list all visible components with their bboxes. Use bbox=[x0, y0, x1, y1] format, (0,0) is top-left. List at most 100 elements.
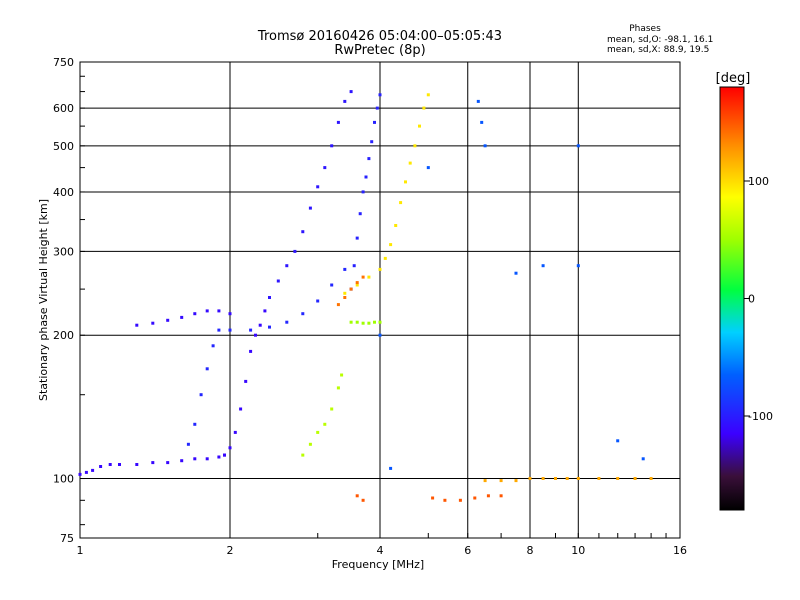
data-point bbox=[135, 463, 139, 466]
data-point bbox=[268, 325, 271, 329]
data-point bbox=[370, 140, 374, 144]
x-tick-label: 10 bbox=[571, 544, 585, 557]
colorbar-unit-label: [deg] bbox=[716, 71, 751, 86]
data-point bbox=[378, 93, 382, 97]
colorbar-tick-label: 0 bbox=[748, 293, 755, 306]
data-point bbox=[228, 312, 232, 316]
data-point bbox=[649, 477, 653, 480]
data-point bbox=[375, 106, 379, 110]
data-point bbox=[301, 230, 305, 234]
trace-f2-trace-o bbox=[268, 90, 353, 299]
data-point bbox=[151, 321, 155, 325]
data-point bbox=[404, 180, 407, 184]
data-point bbox=[276, 279, 280, 283]
data-point bbox=[91, 468, 95, 472]
grid-lines bbox=[80, 62, 680, 538]
data-point bbox=[499, 494, 503, 498]
data-point bbox=[367, 275, 371, 279]
data-point bbox=[205, 367, 209, 371]
data-point bbox=[349, 320, 353, 324]
x-tick-label: 2 bbox=[227, 544, 234, 557]
data-point bbox=[458, 498, 462, 502]
data-point bbox=[361, 498, 365, 502]
data-point bbox=[343, 296, 347, 299]
data-point bbox=[249, 349, 253, 353]
trace-e-echo-100 bbox=[483, 477, 653, 483]
y-tick-label: 300 bbox=[53, 245, 74, 258]
data-point bbox=[483, 479, 487, 483]
data-point bbox=[576, 477, 580, 480]
trace-e-layer-o bbox=[78, 453, 226, 476]
data-point bbox=[483, 144, 487, 148]
data-point bbox=[217, 328, 221, 332]
data-point bbox=[166, 318, 170, 322]
y-tick-label: 100 bbox=[53, 473, 74, 486]
data-point bbox=[340, 373, 344, 377]
data-point bbox=[364, 175, 368, 179]
phases-heading: Phases bbox=[629, 24, 661, 34]
colorbar-tick-label: -100 bbox=[748, 410, 773, 423]
data-point bbox=[336, 386, 340, 390]
data-point bbox=[422, 106, 426, 110]
data-point bbox=[323, 166, 327, 170]
x-axis-ticks: 1 2 4 6 8 10 16 bbox=[77, 533, 687, 557]
data-point bbox=[228, 446, 232, 450]
data-point bbox=[316, 430, 320, 434]
data-point bbox=[239, 407, 243, 411]
data-point bbox=[193, 312, 197, 316]
data-point bbox=[355, 281, 359, 285]
data-point bbox=[352, 264, 356, 268]
y-tick-label: 600 bbox=[53, 102, 74, 115]
data-point bbox=[367, 157, 371, 161]
chart-title: Tromsø 20160426 05:04:00–05:05:43 bbox=[257, 29, 502, 44]
trace-low-echoes-90 bbox=[355, 494, 503, 502]
data-point bbox=[193, 422, 197, 426]
data-point bbox=[355, 283, 359, 287]
data-point bbox=[641, 457, 645, 461]
data-point bbox=[373, 320, 376, 324]
trace-x-band-210 bbox=[349, 320, 382, 325]
y-axis-label: Stationary phase Virtual Height [km] bbox=[37, 199, 50, 401]
data-point bbox=[316, 185, 320, 189]
data-point bbox=[361, 275, 365, 279]
data-point bbox=[541, 477, 545, 480]
data-point bbox=[244, 379, 248, 383]
data-point bbox=[99, 465, 103, 468]
data-point bbox=[514, 479, 518, 483]
data-point bbox=[135, 323, 139, 327]
data-point bbox=[480, 120, 484, 124]
data-point bbox=[268, 296, 271, 299]
data-point bbox=[330, 283, 334, 287]
plot-area: 1 2 4 6 8 10 16 75 100 200 300 400 500 600 750 bbox=[53, 56, 687, 557]
data-point bbox=[349, 287, 353, 291]
trace-f2-x bbox=[343, 93, 430, 295]
trace-x-low-trace bbox=[301, 373, 344, 457]
y-tick-label: 75 bbox=[60, 532, 74, 545]
data-point bbox=[418, 124, 421, 128]
data-point bbox=[308, 442, 312, 446]
data-point bbox=[180, 315, 184, 319]
data-point bbox=[108, 463, 112, 466]
data-point bbox=[408, 161, 412, 165]
data-point bbox=[378, 267, 382, 271]
data-point bbox=[361, 190, 365, 194]
data-point bbox=[399, 201, 403, 205]
data-point bbox=[301, 453, 305, 457]
data-point bbox=[343, 267, 347, 271]
y-axis-ticks: 75 100 200 300 400 500 600 750 bbox=[53, 56, 85, 545]
data-point bbox=[486, 494, 490, 498]
colorbar: [deg] 100 0 -100 bbox=[716, 71, 773, 511]
trace-f-layer-x bbox=[336, 275, 365, 307]
data-point bbox=[308, 206, 312, 210]
data-points bbox=[78, 90, 653, 502]
data-point bbox=[223, 453, 226, 457]
data-point bbox=[258, 323, 262, 327]
data-point bbox=[443, 498, 447, 502]
data-point bbox=[373, 120, 376, 124]
data-point bbox=[358, 212, 362, 216]
data-point bbox=[343, 99, 347, 103]
trace-scattered bbox=[378, 99, 645, 470]
data-point bbox=[330, 144, 334, 148]
data-point bbox=[554, 477, 557, 480]
data-point bbox=[367, 321, 371, 325]
